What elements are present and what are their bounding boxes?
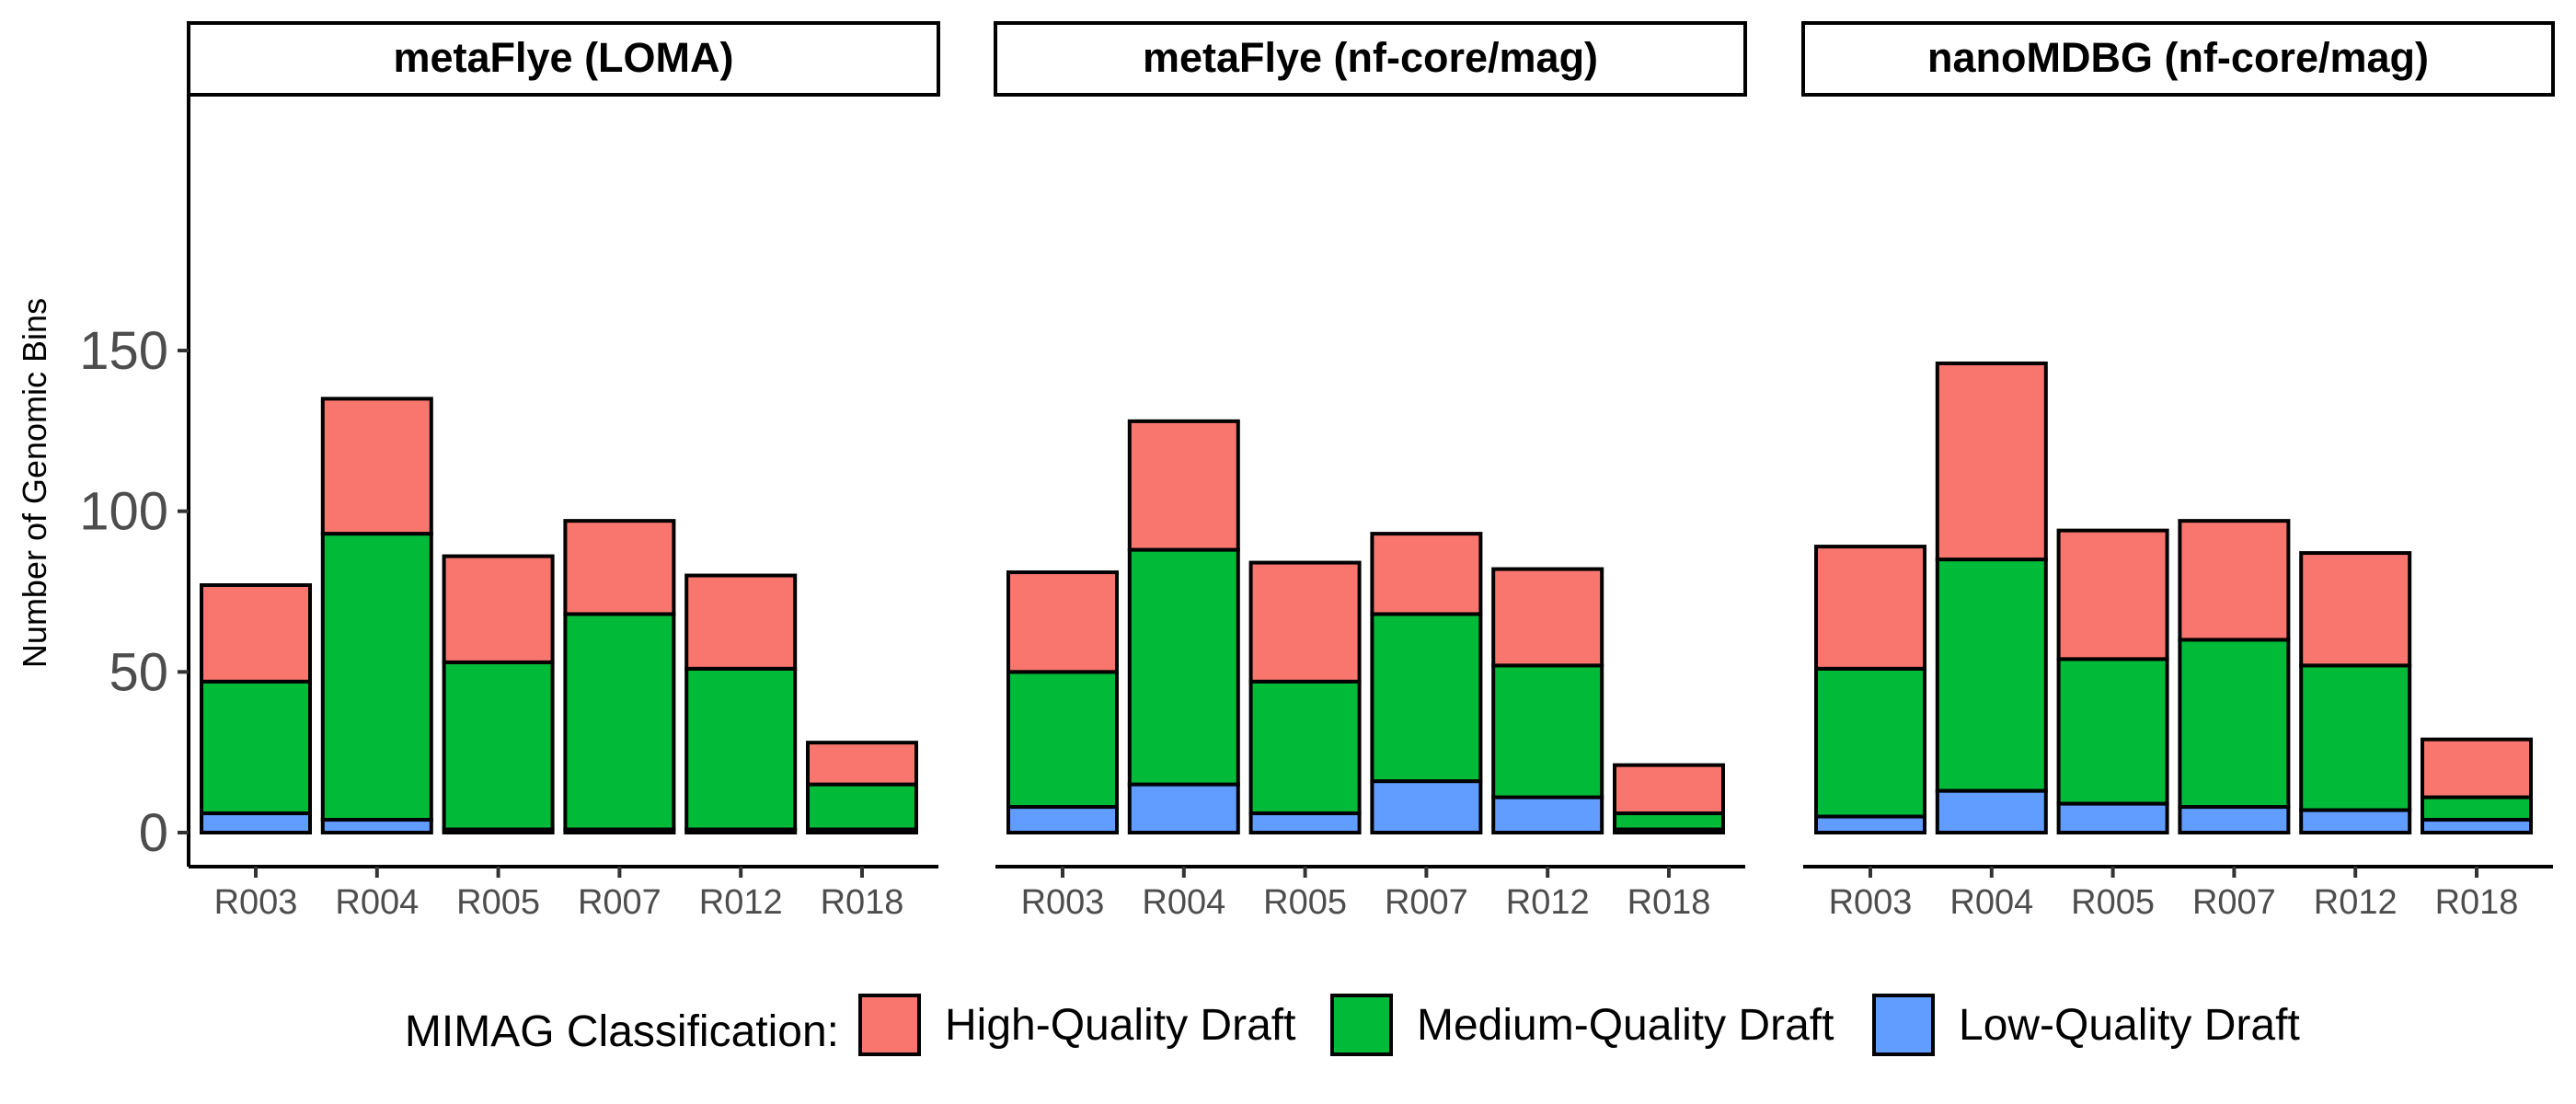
panel-title: metaFlye (nf-core/mag) bbox=[1143, 34, 1598, 81]
legend-entry: Low-Quality Draft bbox=[1872, 994, 2300, 1056]
bar-segment bbox=[1491, 567, 1604, 668]
bar-segment bbox=[1370, 779, 1483, 835]
bar-segment bbox=[1248, 679, 1362, 816]
y-tick-label: 100 bbox=[79, 482, 168, 542]
y-axis-label: Number of Genomic Bins bbox=[16, 298, 53, 668]
bar-segment bbox=[2178, 519, 2291, 642]
bar-segment bbox=[442, 660, 555, 832]
bar-segment bbox=[200, 811, 312, 834]
x-tick-label: R004 bbox=[1949, 883, 2033, 922]
legend-label: Medium-Quality Draft bbox=[1417, 1001, 1834, 1050]
bar-segment bbox=[563, 519, 676, 616]
x-tick-label: R018 bbox=[821, 883, 904, 922]
legend-key bbox=[1330, 994, 1393, 1056]
x-tick-label: R018 bbox=[2435, 883, 2519, 922]
bar-segment bbox=[2299, 663, 2412, 812]
bar-segment bbox=[2178, 805, 2291, 835]
x-tick-label: R012 bbox=[2314, 883, 2398, 922]
legend-label: High-Quality Draft bbox=[945, 1001, 1295, 1050]
bar-segment bbox=[1370, 612, 1483, 784]
x-tick-label: R005 bbox=[1263, 883, 1347, 922]
legend-label: Low-Quality Draft bbox=[1959, 1001, 2300, 1050]
bar-segment bbox=[806, 782, 918, 832]
x-tick-label: R003 bbox=[1021, 883, 1105, 922]
x-tick-label: R012 bbox=[699, 883, 783, 922]
bar-segment bbox=[1127, 419, 1240, 552]
bar-segment bbox=[1935, 788, 2048, 835]
bar-segment bbox=[200, 679, 312, 816]
panel: nanoMDBG (nf-core/mag) R003 R004 R005 R007 R0… bbox=[1801, 21, 2555, 922]
x-tick-label: R005 bbox=[456, 883, 540, 922]
panel-strip bbox=[1801, 21, 2555, 97]
legend-key bbox=[858, 994, 921, 1056]
y-tick-label: 150 bbox=[79, 321, 168, 381]
bar-segment bbox=[806, 741, 918, 787]
panel: metaFlye (LOMA) R003 R004 R005 R007 R012 R018 bbox=[187, 21, 940, 922]
panel-title: metaFlye (LOMA) bbox=[393, 34, 733, 81]
bar-segment bbox=[2421, 795, 2533, 822]
bar-segment bbox=[1935, 361, 2048, 562]
x-tick-label: R007 bbox=[2192, 883, 2276, 922]
bar-segment bbox=[1127, 782, 1240, 834]
bar-segment bbox=[1127, 547, 1240, 787]
bar-segment bbox=[2178, 638, 2291, 810]
bar-segment bbox=[1935, 558, 2048, 793]
bar-segment bbox=[1491, 663, 1604, 799]
x-tick-label: R004 bbox=[335, 883, 419, 922]
bar-segment bbox=[1814, 545, 1926, 671]
bar-segment bbox=[320, 397, 433, 536]
bar-segment bbox=[2056, 801, 2169, 834]
x-tick-label: R004 bbox=[1142, 883, 1225, 922]
panel: metaFlye (nf-core/mag) R003 R004 R005 R007 R0… bbox=[994, 21, 1747, 922]
bar-segment bbox=[320, 818, 433, 835]
bar-segment bbox=[1814, 814, 1926, 834]
bar-segment bbox=[1248, 560, 1362, 684]
bar-segment bbox=[1370, 532, 1483, 616]
bar-segment bbox=[2299, 551, 2412, 668]
bar-segment bbox=[2299, 808, 2412, 835]
legend: MIMAG Classification: High-Quality Draft… bbox=[405, 994, 2300, 1056]
bar-segment bbox=[1613, 811, 1725, 832]
y-axis: 0 50 100 150 bbox=[79, 95, 190, 867]
legend-title: MIMAG Classification: bbox=[405, 1007, 839, 1056]
bar-segment bbox=[684, 573, 798, 671]
bar-segment bbox=[2421, 737, 2533, 799]
x-tick-label: R007 bbox=[578, 883, 661, 922]
bar-segment bbox=[2421, 818, 2533, 835]
bar-segment bbox=[1006, 805, 1119, 835]
bar-segment bbox=[320, 532, 433, 822]
bar-segment bbox=[684, 666, 798, 832]
y-tick-label: 50 bbox=[109, 642, 168, 702]
bar-segment bbox=[1248, 811, 1362, 834]
bar-segment bbox=[442, 554, 555, 664]
x-tick-label: R007 bbox=[1385, 883, 1468, 922]
bar-segment bbox=[1613, 763, 1725, 816]
bar-segment bbox=[2056, 528, 2169, 661]
legend-key bbox=[1872, 994, 1935, 1056]
bar-segment bbox=[200, 583, 312, 684]
bar-segment bbox=[1491, 795, 1604, 834]
x-tick-label: R005 bbox=[2071, 883, 2155, 922]
legend-entry: Medium-Quality Draft bbox=[1330, 994, 1834, 1056]
y-tick-label: 0 bbox=[139, 803, 168, 863]
bar-segment bbox=[1006, 670, 1119, 810]
x-tick-label: R003 bbox=[214, 883, 298, 922]
panel-strip bbox=[187, 21, 940, 97]
panels: metaFlye (LOMA)R003 R004 R005 R007 R012 R018m… bbox=[187, 21, 2555, 922]
panel-title: nanoMDBG (nf-core/mag) bbox=[1927, 34, 2429, 81]
legend-entry: High-Quality Draft bbox=[858, 994, 1295, 1056]
bar-segment bbox=[1814, 666, 1926, 819]
bar-segment bbox=[1006, 570, 1119, 674]
bar-segment bbox=[563, 612, 676, 832]
x-tick-label: R003 bbox=[1829, 883, 1913, 922]
x-tick-label: R012 bbox=[1506, 883, 1590, 922]
panel-strip bbox=[994, 21, 1747, 97]
x-tick-label: R018 bbox=[1627, 883, 1711, 922]
bar-segment bbox=[2056, 657, 2169, 806]
